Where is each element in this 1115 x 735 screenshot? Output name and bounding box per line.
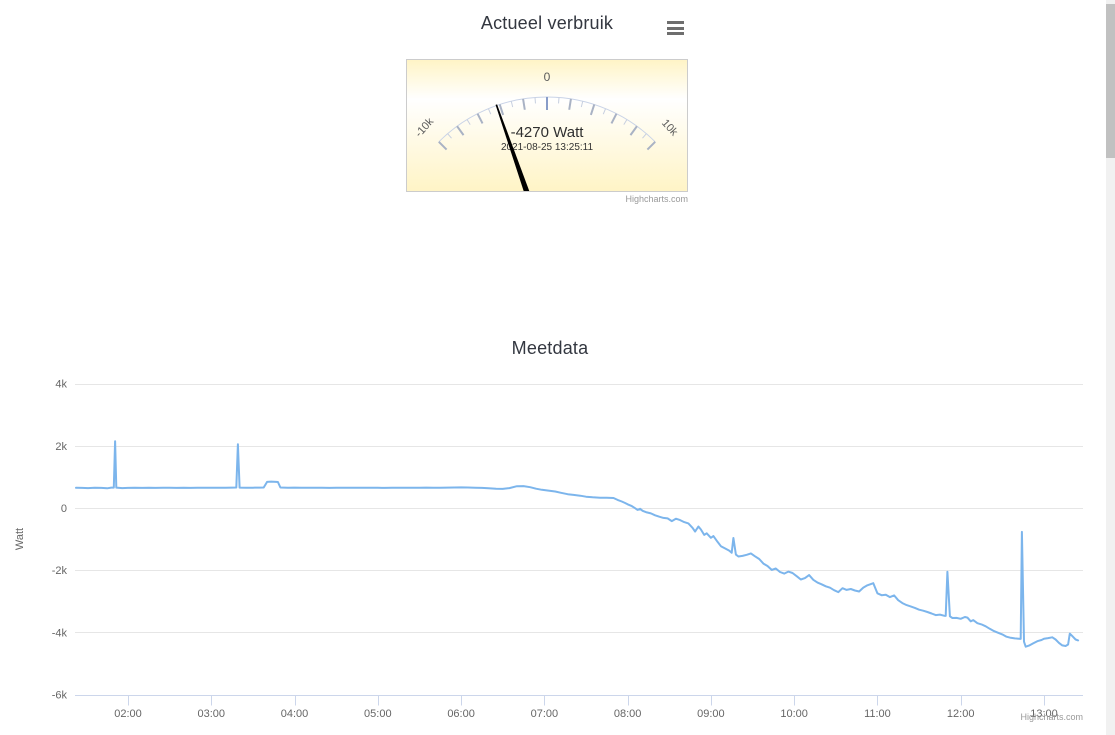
line-chart-plot: 02:00 03:00 04:00 05:00 06:00 07:00 08:00 09:00… [14,379,1083,720]
svg-text:08:00: 08:00 [614,708,642,720]
svg-text:06:00: 06:00 [447,708,475,720]
scrollbar-track[interactable] [1106,0,1115,735]
svg-text:-10k: -10k [413,115,437,139]
svg-text:2k: 2k [55,441,67,453]
gauge-pane: 0 -10k 10k -4270 Watt 2021-08-25 13:25:11 [406,59,688,192]
svg-text:-4270 Watt: -4270 Watt [511,124,585,141]
svg-text:10:00: 10:00 [780,708,808,720]
scrollbar-thumb[interactable] [1106,4,1115,158]
svg-text:02:00: 02:00 [114,708,142,720]
svg-text:0: 0 [544,70,551,84]
svg-text:11:00: 11:00 [864,708,891,720]
svg-text:13:00: 13:00 [1030,708,1058,720]
svg-text:4k: 4k [55,379,67,391]
line-chart-title: Meetdata [511,338,589,358]
svg-text:-2k: -2k [52,565,68,577]
svg-text:07:00: 07:00 [531,708,559,720]
svg-text:10k: 10k [659,117,680,139]
line-credits-link[interactable]: Highcharts.com [1020,712,1083,722]
gauge-needle [495,104,530,191]
svg-text:03:00: 03:00 [198,708,226,720]
svg-text:Watt: Watt [14,528,26,550]
svg-text:09:00: 09:00 [697,708,725,720]
svg-text:0: 0 [61,503,67,515]
gauge-chart-title: Actueel verbruik [480,13,614,33]
svg-text:12:00: 12:00 [947,708,975,720]
svg-text:04:00: 04:00 [281,708,309,720]
gauge-credits-link[interactable]: Highcharts.com [625,194,688,204]
svg-text:2021-08-25 13:25:11: 2021-08-25 13:25:11 [501,142,594,153]
svg-text:-4k: -4k [52,627,68,639]
chart-context-menu-button[interactable] [665,20,687,36]
series-meetdata [75,440,1080,648]
svg-text:-6k: -6k [52,690,68,702]
svg-text:05:00: 05:00 [364,708,392,720]
